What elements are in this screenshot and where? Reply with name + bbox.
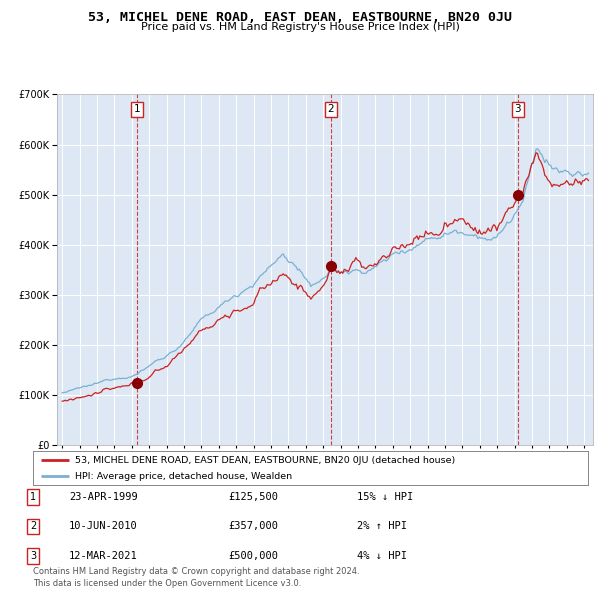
Text: 23-APR-1999: 23-APR-1999: [69, 492, 138, 502]
Text: 1: 1: [30, 492, 36, 502]
Text: 2% ↑ HPI: 2% ↑ HPI: [357, 522, 407, 531]
Text: 15% ↓ HPI: 15% ↓ HPI: [357, 492, 413, 502]
Text: £500,000: £500,000: [228, 551, 278, 560]
Text: HPI: Average price, detached house, Wealden: HPI: Average price, detached house, Weal…: [74, 472, 292, 481]
Text: 3: 3: [515, 104, 521, 114]
Text: 2: 2: [328, 104, 334, 114]
Text: 1: 1: [134, 104, 140, 114]
Text: 3: 3: [30, 551, 36, 560]
Text: 12-MAR-2021: 12-MAR-2021: [69, 551, 138, 560]
Text: 53, MICHEL DENE ROAD, EAST DEAN, EASTBOURNE, BN20 0JU (detached house): 53, MICHEL DENE ROAD, EAST DEAN, EASTBOU…: [74, 456, 455, 465]
Text: 2: 2: [30, 522, 36, 531]
Text: 53, MICHEL DENE ROAD, EAST DEAN, EASTBOURNE, BN20 0JU: 53, MICHEL DENE ROAD, EAST DEAN, EASTBOU…: [88, 11, 512, 24]
Text: Price paid vs. HM Land Registry's House Price Index (HPI): Price paid vs. HM Land Registry's House …: [140, 22, 460, 32]
Text: £357,000: £357,000: [228, 522, 278, 531]
Text: 4% ↓ HPI: 4% ↓ HPI: [357, 551, 407, 560]
Text: 10-JUN-2010: 10-JUN-2010: [69, 522, 138, 531]
Text: Contains HM Land Registry data © Crown copyright and database right 2024.
This d: Contains HM Land Registry data © Crown c…: [33, 568, 359, 588]
Text: £125,500: £125,500: [228, 492, 278, 502]
